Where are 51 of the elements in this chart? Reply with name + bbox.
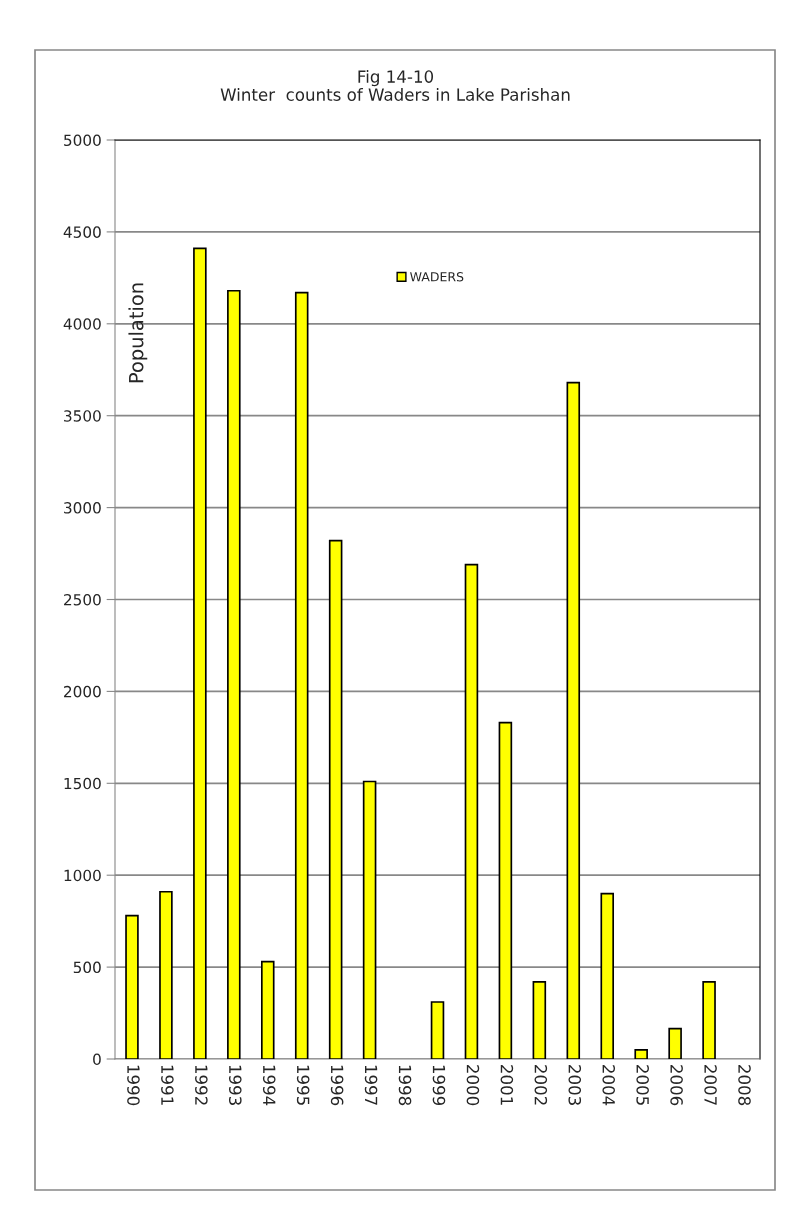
x-tick-label: 1999 [432, 1065, 446, 1106]
x-tick-label: 1992 [195, 1065, 208, 1105]
bar [532, 980, 547, 1059]
bar [634, 1048, 648, 1059]
x-tick-label: 1990 [127, 1065, 140, 1106]
bar [600, 892, 615, 1059]
bar [702, 980, 716, 1059]
x-tick-label: 1994 [262, 1065, 276, 1106]
bar [362, 780, 377, 1059]
x-tick-label: 2000 [466, 1065, 480, 1106]
y-tick-label: 2000 [64, 685, 101, 698]
x-tick-label: 1996 [330, 1065, 344, 1106]
bar [668, 1027, 682, 1059]
y-tick-label: 1000 [64, 869, 101, 882]
x-tick-label: 1998 [398, 1065, 412, 1106]
x-tick-label: 2006 [670, 1065, 683, 1106]
bar [159, 890, 173, 1059]
y-tick-label: 3500 [64, 410, 101, 422]
y-tick-label: 4500 [63, 226, 101, 238]
x-tick-label: 2004 [602, 1065, 616, 1106]
chart-subtitle: Winter counts of Waders in Lake Parishan [220, 88, 570, 101]
y-tick-label: 4000 [63, 318, 101, 330]
x-tick-label: 2007 [704, 1065, 717, 1105]
chart-title: Fig 14-10 [358, 70, 434, 87]
x-tick-label: 1993 [228, 1065, 242, 1105]
bar [260, 960, 275, 1059]
x-tick-label: 1991 [161, 1065, 174, 1105]
x-tick-label: 2003 [568, 1065, 582, 1105]
x-tick-label: 2002 [534, 1065, 548, 1105]
y-tick-label: 3000 [64, 502, 101, 514]
legend-label: WADERS [410, 272, 464, 282]
bar [430, 1001, 445, 1059]
x-tick-label: 2005 [636, 1065, 649, 1105]
bar [566, 381, 581, 1059]
x-tick-label: 2001 [500, 1065, 514, 1105]
x-tick-label: 1997 [364, 1065, 378, 1105]
y-tick-label: 2500 [64, 593, 101, 606]
bar [125, 914, 139, 1059]
x-tick-label: 2008 [738, 1065, 751, 1106]
bar [193, 247, 207, 1059]
y-tick-label: 0 [93, 1053, 101, 1066]
y-axis-title: Population [128, 283, 148, 383]
bar [464, 563, 479, 1059]
y-tick-label: 1500 [64, 777, 101, 790]
y-tick-label: 500 [73, 961, 101, 974]
bar [294, 291, 309, 1059]
bar [498, 721, 513, 1059]
y-tick-label: 5000 [64, 134, 101, 147]
x-tick-label: 1995 [296, 1065, 310, 1105]
bar [328, 539, 343, 1059]
bar [227, 289, 241, 1059]
